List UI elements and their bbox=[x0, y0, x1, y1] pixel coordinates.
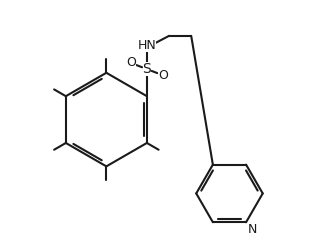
Text: N: N bbox=[247, 223, 257, 237]
Text: O: O bbox=[126, 57, 136, 69]
Text: HN: HN bbox=[138, 39, 156, 52]
Text: O: O bbox=[158, 69, 168, 82]
Text: S: S bbox=[142, 62, 151, 76]
